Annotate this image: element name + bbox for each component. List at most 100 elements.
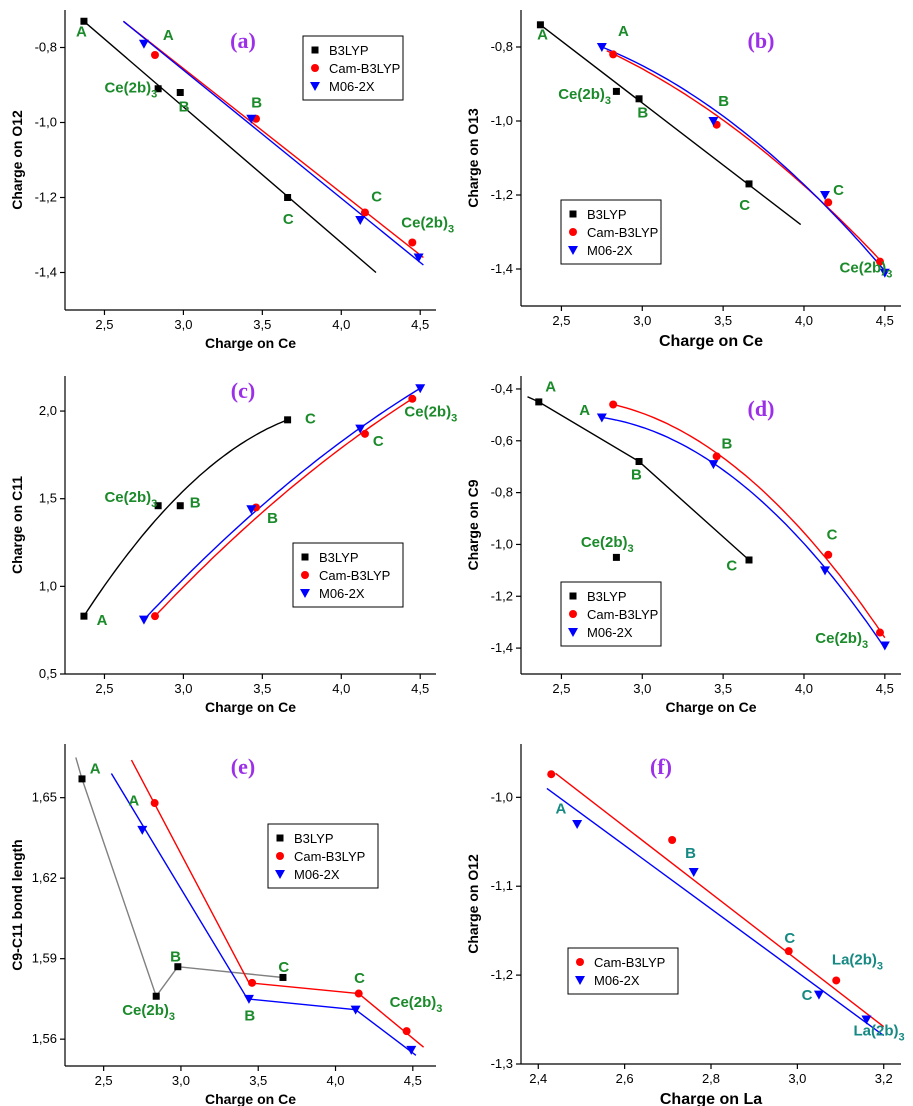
chart-d-legend-marker (568, 628, 578, 637)
chart-c-point-cam-b3lyp (150, 612, 159, 621)
chart-c-point-m06-2x (355, 424, 366, 434)
chart-a-annotation-sub: 3 (151, 89, 157, 101)
chart-f-svg: 2,4 2,6 2,8 3,0 3,2 -1,0 -1,1 -1,2 -1,3 Charge on… (465, 744, 905, 1106)
chart-d-fit-line-b3lyp (527, 396, 750, 561)
chart-a-x-label: Charge on Ce (205, 335, 296, 351)
chart-e-fit-line-m06-2x (110, 773, 417, 1056)
chart-e-annotation-sub: 3 (436, 1003, 442, 1015)
chart-b-x-tick-label: 4,0 (795, 313, 813, 328)
chart-a-point-cam-b3lyp (150, 51, 159, 59)
chart-c-fit-line-b3lyp (83, 419, 288, 617)
chart-d-x-tick-label: 3,5 (714, 681, 732, 696)
chart-a-point-m06-2x (246, 114, 257, 124)
chart-a-point-m06-2x (413, 253, 424, 263)
chart-d-annotation: B (631, 467, 642, 484)
chart-f-point-cam-b3lyp (832, 976, 841, 985)
chart-e-point-cam-b3lyp (150, 799, 159, 808)
chart-d-y-tick-label: -0,6 (491, 433, 513, 448)
chart-f-x-tick-label: 3,2 (875, 1071, 893, 1086)
chart-d-svg: 2,5 3,0 3,5 4,0 4,5 -0,4 -0,6 -0,8 -1,0 -1,2 -1,4 C… (465, 376, 901, 715)
chart-b-legend-label: Cam-B3LYP (587, 225, 658, 240)
chart-a-annotation: B (179, 98, 190, 115)
chart-e-fit-line-cam-b3lyp (130, 759, 425, 1048)
chart-a-point-b3lyp (284, 194, 292, 201)
chart-e-x-tick-label: 3,0 (172, 1073, 190, 1088)
chart-a-point-b3lyp (80, 17, 88, 25)
chart-a-x-tick-label: 4,0 (332, 317, 350, 332)
chart-d-x-label: Charge on Ce (665, 699, 756, 715)
chart-d-legend-label: Cam-B3LYP (587, 607, 658, 622)
chart-c-legend-marker (300, 589, 310, 598)
chart-a-point-b3lyp (176, 89, 184, 96)
chart-d-point-m06-2x (820, 566, 830, 576)
chart-c-point-m06-2x (415, 384, 426, 394)
chart-f-point-m06-2x (861, 1015, 872, 1025)
chart-f-point-m06-2x (813, 990, 824, 1000)
chart-a-y-tick-label: -1,4 (35, 265, 57, 280)
chart-a-legend-marker (310, 82, 320, 91)
chart-d-y-tick-label: -0,8 (491, 485, 513, 500)
chart-b-annotation: C (739, 197, 750, 214)
chart-e-annotation: A (128, 793, 139, 810)
chart-a-annotation: Ce(2b)3 (401, 215, 454, 236)
chart-c-panel-tag: (c) (231, 378, 255, 403)
chart-f-legend-label: Cam-B3LYP (594, 955, 665, 970)
chart-d-annotation: C (726, 557, 737, 574)
chart-d-x-tick-label: 3,0 (633, 681, 651, 696)
chart-c-point-b3lyp (176, 502, 184, 510)
chart-a-x-tick-label: 2,5 (95, 317, 113, 332)
chart-c-fit-line-m06-2x (143, 387, 421, 621)
chart-d-legend-label: M06-2X (587, 625, 633, 640)
chart-f-point-cam-b3lyp (784, 947, 793, 956)
chart-f-annotation-sub: 3 (899, 1032, 905, 1044)
chart-c-legend-marker (301, 571, 309, 579)
chart-b-legend-marker (569, 210, 577, 218)
chart-f-annotation: C (802, 987, 813, 1004)
chart-d-x-tick-label: 2,5 (552, 681, 570, 696)
panel-a: 2,5 3,0 3,5 4,0 4,5 -0,8 -1,0 -1,2 -1,4 Charge on… (0, 0, 456, 368)
chart-c-legend-label: M06-2X (319, 586, 365, 601)
chart-d-point-b3lyp (745, 556, 753, 564)
chart-c-x-tick-label: 3,0 (174, 681, 192, 696)
chart-b-fit-line-cam-b3lyp (606, 50, 883, 263)
chart-d-point-m06-2x (708, 460, 719, 470)
chart-a-point-cam-b3lyp (360, 208, 369, 217)
chart-a-legend-label: M06-2X (329, 79, 375, 94)
chart-f-annotation: La(2b)3 (854, 1023, 905, 1044)
chart-e-point-m06-2x (350, 1005, 361, 1015)
panel-f: 2,4 2,6 2,8 3,0 3,2 -1,0 -1,1 -1,2 -1,3 Charge on… (456, 736, 913, 1106)
chart-e-legend-marker (276, 834, 284, 842)
chart-a-point-m06-2x (355, 216, 366, 225)
chart-d-point-b3lyp (612, 553, 620, 561)
chart-e-legend-label: Cam-B3LYP (294, 849, 365, 864)
chart-a-point-b3lyp (154, 85, 162, 93)
chart-e-point-cam-b3lyp (354, 989, 363, 998)
chart-f-legend-marker (575, 976, 585, 985)
chart-a-x-tick-label: 3,5 (253, 317, 271, 332)
chart-c-legend-marker (301, 553, 309, 561)
chart-f-point-m06-2x (688, 868, 699, 877)
chart-a-fit-line-b3lyp (83, 20, 377, 274)
chart-d-annotation-sub: 3 (628, 543, 634, 555)
chart-b-fit-line-m06-2x (601, 46, 884, 270)
chart-f-x-tick-label: 2,6 (616, 1071, 634, 1086)
chart-c-x-tick-label: 4,5 (411, 681, 429, 696)
chart-b-annotation-sub: 3 (605, 95, 611, 107)
chart-e-x-label: Charge on Ce (205, 1091, 296, 1106)
chart-e-panel-tag: (e) (231, 754, 255, 779)
chart-b-annotation: Ce(2b)3 (840, 260, 893, 281)
chart-b-point-cam-b3lyp (609, 50, 618, 59)
chart-e-y-tick-label: 1,62 (32, 870, 57, 885)
chart-e-legend-marker (275, 870, 285, 879)
chart-a-annotation: A (76, 23, 87, 40)
chart-e-y-tick-label: 1,59 (32, 951, 57, 966)
chart-f-annotation-sub: 3 (877, 960, 883, 972)
panel-d: 2,5 3,0 3,5 4,0 4,5 -0,4 -0,6 -0,8 -1,0 -1,2 -1,4 C… (456, 368, 913, 736)
chart-b-x-tick-label: 2,5 (552, 313, 570, 328)
chart-c-point-m06-2x (246, 505, 257, 515)
chart-a-annotation: C (371, 188, 382, 205)
chart-a-legend-marker (311, 46, 319, 54)
chart-e-annotation: Ce(2b)3 (122, 1002, 175, 1023)
chart-a-annotation-sub: 3 (448, 224, 454, 236)
chart-a-annotation: C (283, 211, 294, 228)
